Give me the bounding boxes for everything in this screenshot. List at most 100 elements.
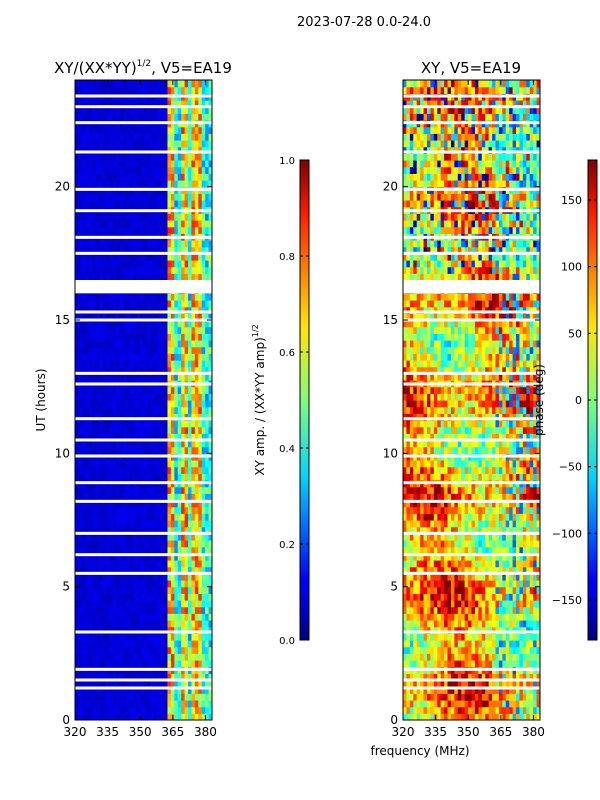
heatmap-cell — [413, 386, 418, 394]
flagged-row — [75, 310, 212, 314]
heatmap-cell — [78, 113, 83, 121]
heatmap-cell — [92, 200, 97, 208]
heatmap-cell — [194, 493, 199, 501]
heatmap-cell — [116, 213, 121, 221]
heatmap-cell — [92, 106, 97, 114]
heatmap-cell — [116, 240, 121, 248]
heatmap-cell — [177, 353, 182, 361]
heatmap-cell — [75, 573, 80, 581]
heatmap-cell — [105, 433, 110, 441]
heatmap-cell — [98, 133, 103, 141]
heatmap-cell — [150, 686, 155, 694]
heatmap-cell — [184, 400, 189, 408]
heatmap-cell — [75, 700, 80, 708]
heatmap-cell — [81, 593, 86, 601]
heatmap-cell — [416, 140, 421, 148]
heatmap-cell — [191, 613, 196, 621]
heatmap-cell — [133, 393, 138, 401]
heatmap-cell — [201, 506, 206, 514]
heatmap-cell — [194, 606, 199, 614]
heatmap-cell — [430, 373, 435, 381]
heatmap-cell — [75, 426, 80, 434]
heatmap-cell — [157, 706, 162, 714]
heatmap-cell — [153, 306, 158, 314]
heatmap-cell — [208, 240, 212, 248]
heatmap-cell — [140, 326, 145, 334]
heatmap-cell — [426, 580, 431, 588]
heatmap-cell — [105, 546, 110, 554]
heatmap-cell — [194, 106, 199, 114]
heatmap-cell — [194, 513, 199, 521]
flagged-row — [75, 121, 212, 125]
heatmap-cell — [112, 606, 117, 614]
heatmap-cell — [177, 333, 182, 341]
heatmap-cell — [433, 180, 438, 188]
heatmap-cell — [167, 193, 172, 201]
heatmap-cell — [191, 373, 196, 381]
heatmap-cell — [122, 106, 127, 114]
heatmap-cell — [423, 273, 428, 281]
heatmap-cell — [88, 366, 93, 374]
heatmap-cell — [126, 160, 131, 168]
heatmap-cell — [157, 386, 162, 394]
heatmap-cell — [92, 160, 97, 168]
heatmap-cell — [160, 546, 165, 554]
heatmap-cell — [191, 173, 196, 181]
heatmap-cell — [126, 573, 131, 581]
heatmap-cell — [403, 373, 408, 381]
heatmap-cell — [85, 533, 90, 541]
heatmap-cell — [184, 560, 189, 568]
heatmap-cell — [205, 226, 210, 234]
heatmap-cell — [423, 220, 428, 228]
heatmap-cell — [423, 620, 428, 628]
left-colorbar[interactable] — [299, 159, 310, 641]
heatmap-cell — [129, 400, 134, 408]
heatmap-cell — [208, 620, 212, 628]
heatmap-cell — [420, 413, 425, 421]
heatmap-cell — [92, 660, 97, 668]
heatmap-cell — [205, 593, 210, 601]
heatmap-cell — [409, 620, 414, 628]
heatmap-cell — [122, 566, 127, 574]
heatmap-cell — [430, 446, 435, 454]
heatmap-cell — [122, 633, 127, 641]
heatmap-cell — [437, 700, 442, 708]
heatmap-cell — [126, 506, 131, 514]
heatmap-cell — [81, 193, 86, 201]
heatmap-cell — [177, 160, 182, 168]
heatmap-cell — [157, 226, 162, 234]
heatmap-cell — [181, 300, 186, 308]
heatmap-cell — [177, 620, 182, 628]
heatmap-cell — [78, 180, 83, 188]
heatmap-cell — [205, 266, 210, 274]
heatmap-cell — [136, 300, 141, 308]
heatmap-cell — [98, 660, 103, 668]
heatmap-cell — [126, 586, 131, 594]
heatmap-cell — [208, 253, 212, 261]
heatmap-cell — [170, 433, 175, 441]
heatmap-cell — [174, 293, 179, 301]
heatmap-cell — [191, 366, 196, 374]
heatmap-cell — [157, 360, 162, 368]
heatmap-cell — [413, 686, 418, 694]
heatmap-cell — [112, 713, 117, 720]
heatmap-cell — [78, 420, 83, 428]
heatmap-cell — [198, 466, 203, 474]
heatmap-cell — [116, 526, 121, 534]
heatmap-cell — [184, 513, 189, 521]
heatmap-cell — [170, 146, 175, 154]
heatmap-cell — [188, 273, 193, 281]
heatmap-cell — [98, 413, 103, 421]
heatmap-cell — [102, 166, 107, 174]
heatmap-cell — [194, 386, 199, 394]
heatmap-cell — [188, 126, 193, 134]
heatmap-cell — [109, 213, 114, 221]
heatmap-cell — [133, 540, 138, 548]
heatmap-cell — [406, 313, 411, 321]
heatmap-cell — [92, 546, 97, 554]
heatmap-cell — [167, 146, 172, 154]
heatmap-cell — [157, 553, 162, 561]
heatmap-cell — [191, 586, 196, 594]
heatmap-cell — [112, 426, 117, 434]
heatmap-cell — [174, 413, 179, 421]
